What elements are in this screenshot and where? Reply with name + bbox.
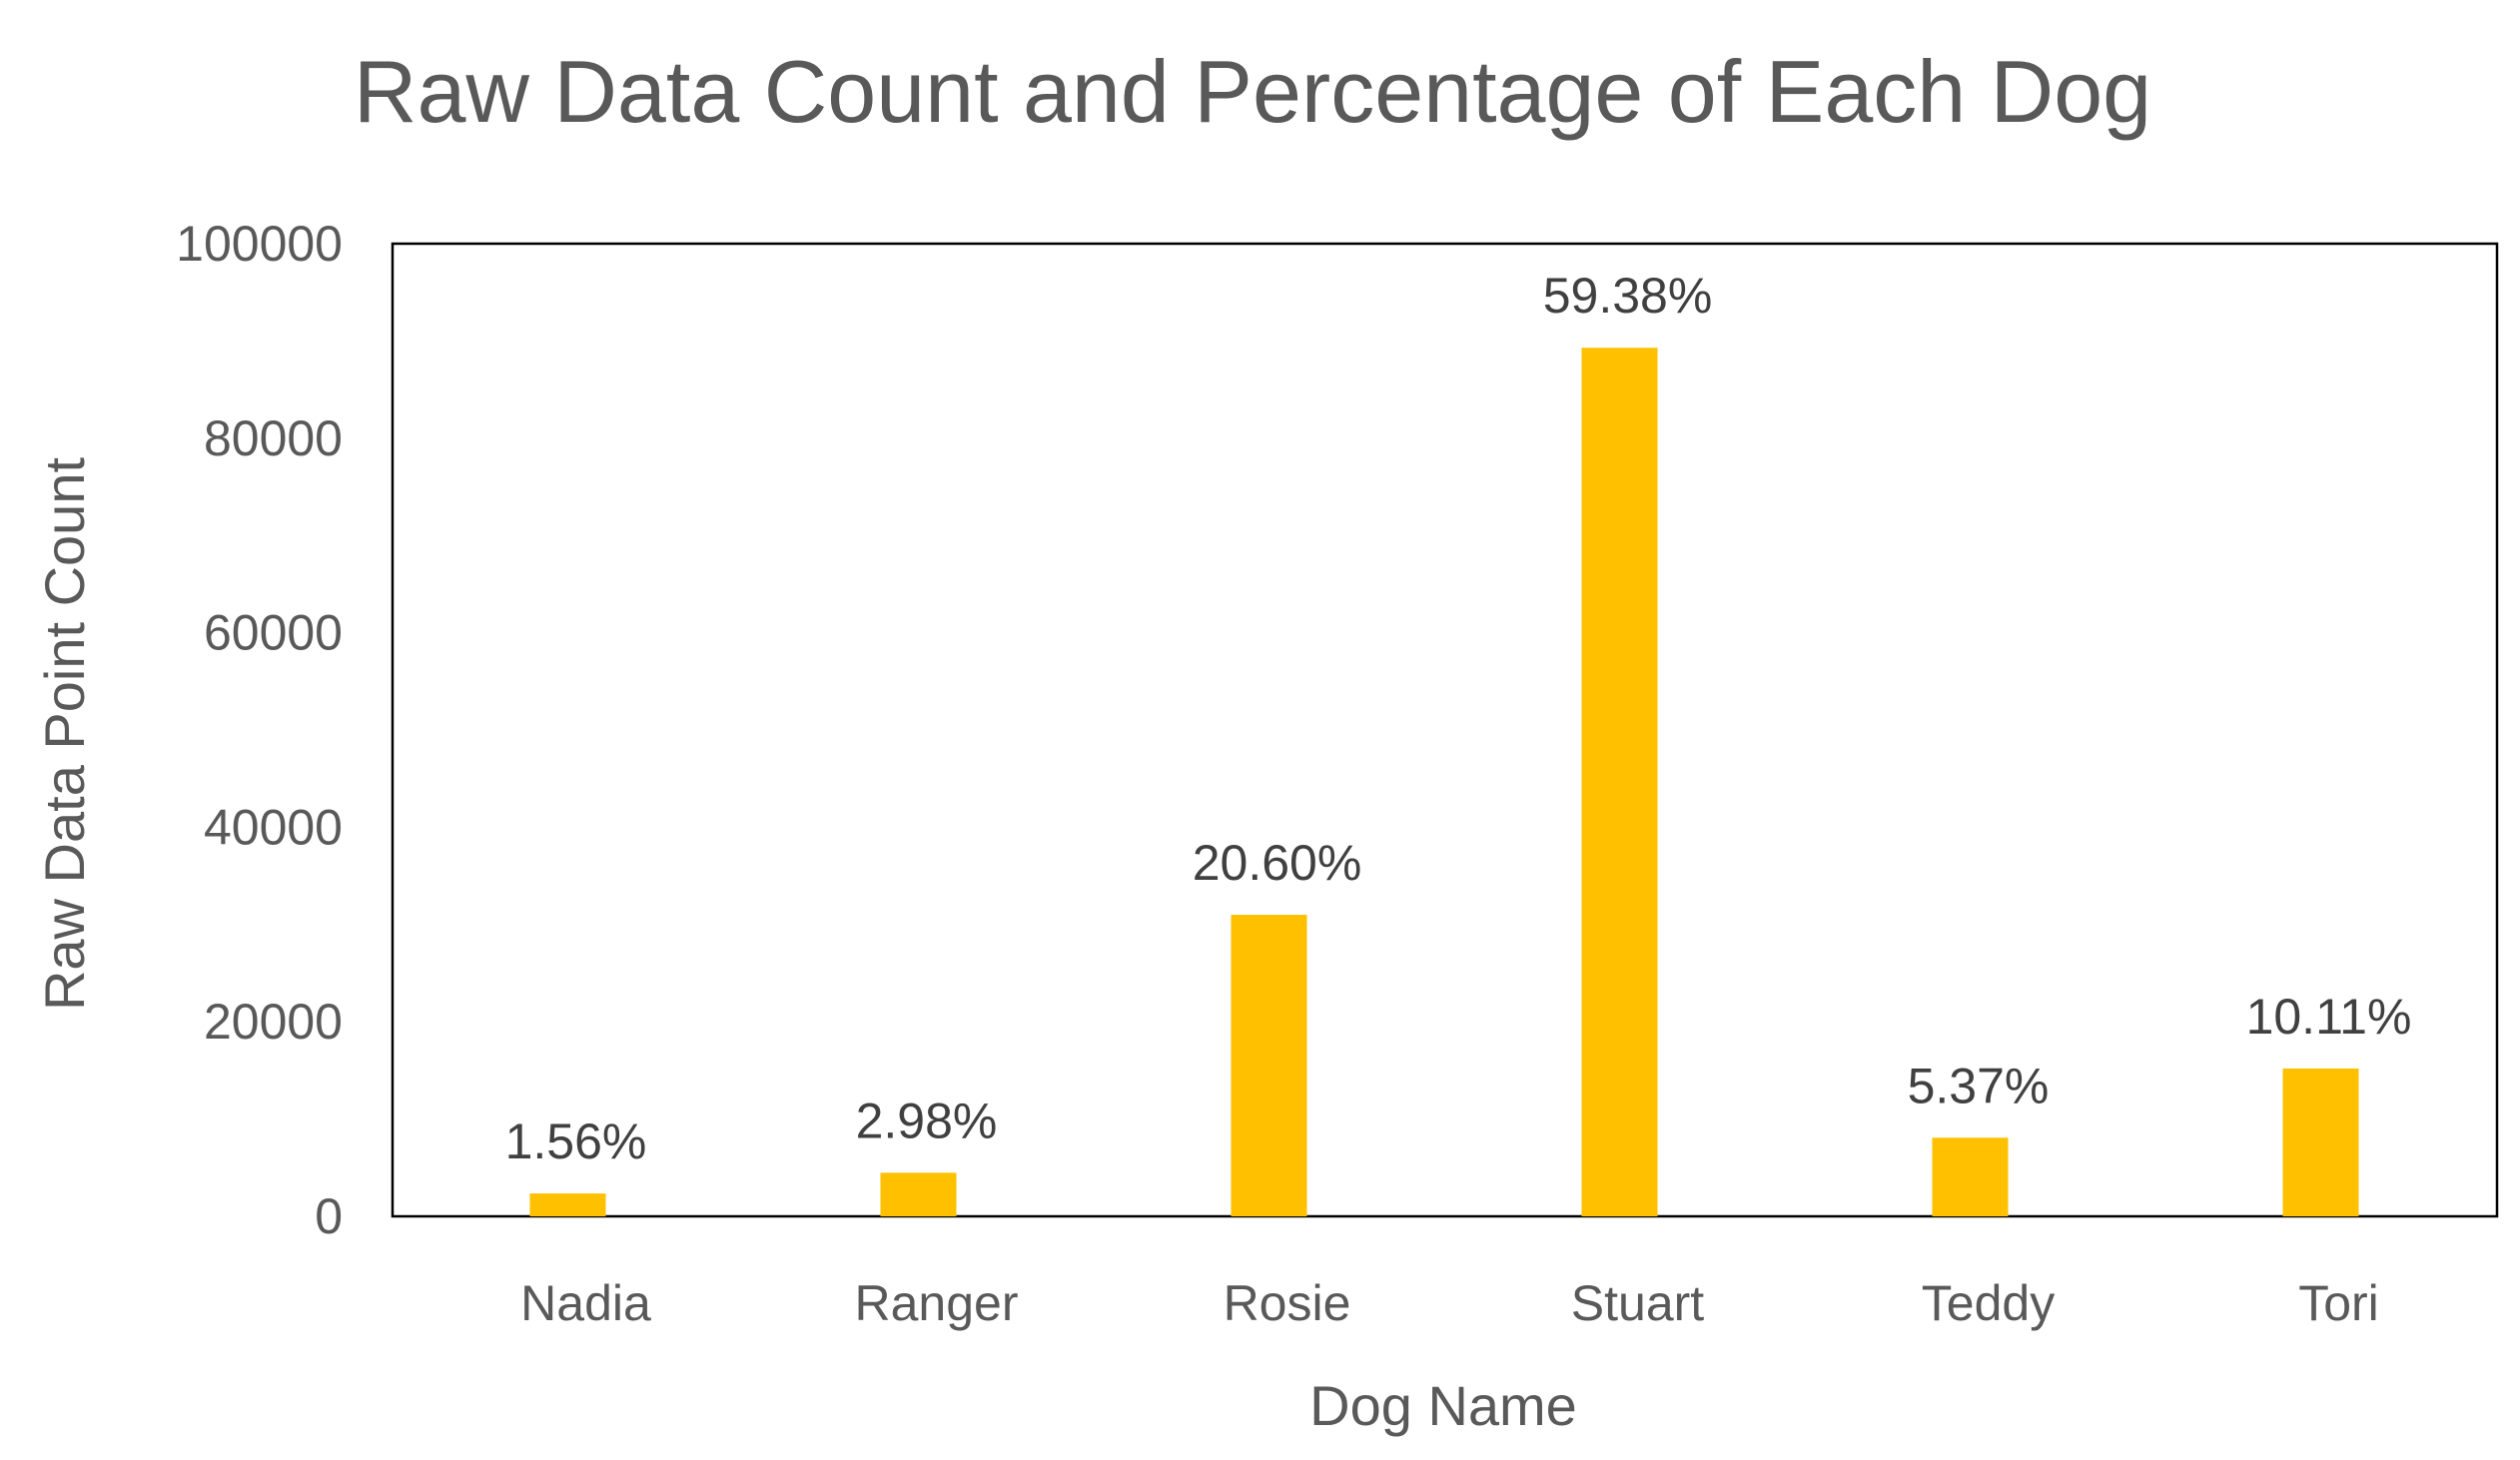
y-tick-label: 100000 [176,216,343,272]
bar [880,1172,957,1216]
data-label: 2.98% [856,1093,998,1148]
plot-frame [391,242,2499,1218]
data-label: 10.11% [2246,989,2412,1045]
y-tick-label: 20000 [204,994,343,1050]
data-label: 5.37% [1908,1058,2050,1113]
y-tick-label: 60000 [204,605,343,661]
y-axis-title: Raw Data Point Count [33,457,96,1012]
bar [529,1193,606,1216]
y-tick-label: 80000 [204,410,343,466]
x-tick-label: Ranger [855,1275,1019,1331]
data-label: 1.56% [505,1113,647,1169]
plot-area: 0 20000 40000 60000 80000 100000 Nadia 1.56% Ran… [176,216,2499,1331]
bar [1932,1137,2009,1216]
chart-title: Raw Data Count and Percentage of Each Do… [354,42,2151,141]
data-label: 20.60% [1193,835,1362,891]
y-tick-label: 0 [315,1188,343,1244]
bar [1231,915,1307,1216]
x-tick-label: Stuart [1571,1275,1705,1331]
x-tick-label: Tori [2298,1275,2379,1331]
x-axis-title: Dog Name [1309,1374,1577,1437]
data-label: 59.38% [1543,268,1713,324]
bar [1581,348,1658,1216]
x-tick-label: Rosie [1224,1275,1351,1331]
bar [2282,1068,2359,1216]
x-tick-label: Nadia [520,1275,651,1331]
y-tick-label: 40000 [204,799,343,855]
x-tick-label: Teddy [1922,1275,2055,1331]
